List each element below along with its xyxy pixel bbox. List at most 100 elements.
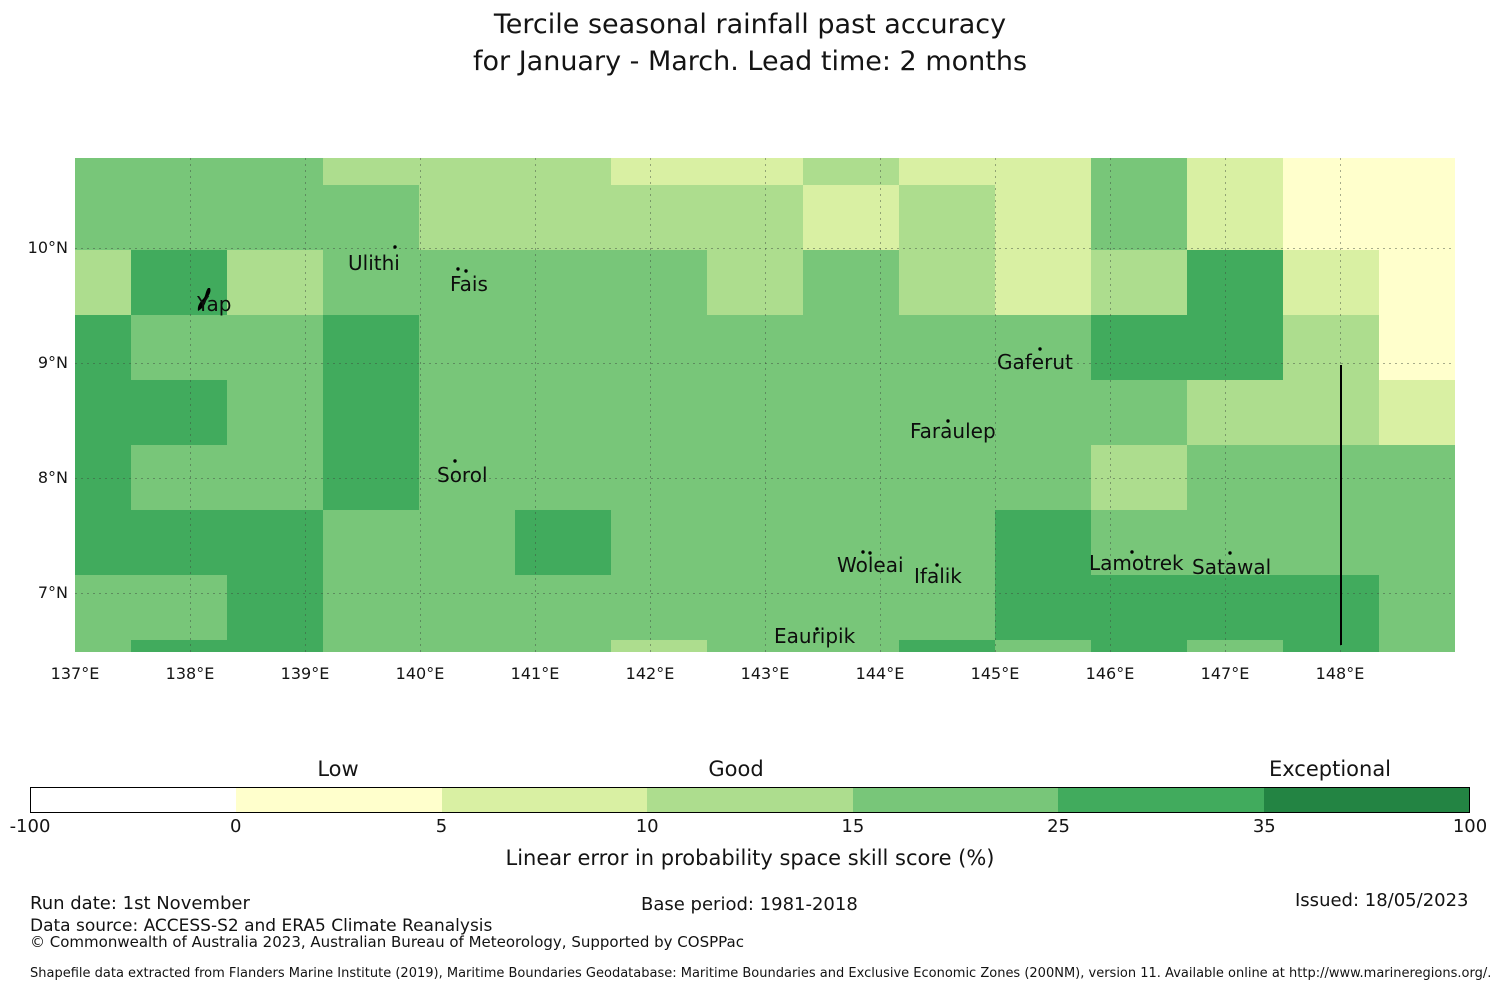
heatmap-cell xyxy=(419,445,515,510)
heatmap-cell xyxy=(1187,445,1283,510)
heatmap-cell xyxy=(803,510,899,575)
map-canvas: Yap Ulithi Fais Sorol Gaferut Faraulep Woleai I… xyxy=(75,158,1455,652)
x-tick-label: 139°E xyxy=(280,664,330,683)
heatmap-cell xyxy=(611,510,707,575)
heatmap-cell xyxy=(131,510,227,575)
heatmap-cell xyxy=(515,575,611,640)
heatmap-cell xyxy=(323,380,419,445)
heatmap-cell xyxy=(995,640,1091,652)
heatmap-cell xyxy=(1091,445,1187,510)
run-date-text: Run date: 1st November xyxy=(30,893,250,914)
heatmap-cell xyxy=(1379,158,1455,185)
heatmap-cell xyxy=(131,445,227,510)
heatmap-cell xyxy=(515,640,611,652)
base-period-text: Base period: 1981-2018 xyxy=(641,894,858,915)
heatmap-cell xyxy=(419,575,515,640)
heatmap-cell xyxy=(1091,315,1187,380)
heatmap-cell xyxy=(419,315,515,380)
vertical-gridline xyxy=(190,158,191,652)
gaferut-island-icon xyxy=(1038,347,1042,351)
heatmap-cell xyxy=(1187,380,1283,445)
heatmap-cell xyxy=(227,575,323,640)
x-tick-label: 143°E xyxy=(740,664,790,683)
colorbar-tick-label: 0 xyxy=(229,816,242,837)
place-label-gaferut: Gaferut xyxy=(997,350,1073,374)
heatmap-cell xyxy=(1187,158,1283,185)
heatmap-cell xyxy=(611,250,707,315)
heatmap-cell xyxy=(1187,575,1283,640)
colorbar-tick-label: 35 xyxy=(1252,816,1276,837)
y-tick-label: 10°N xyxy=(27,238,68,257)
x-tick-label: 146°E xyxy=(1085,664,1135,683)
heatmap-cell xyxy=(1283,250,1379,315)
heatmap-cell xyxy=(1091,158,1187,185)
vertical-gridline xyxy=(765,158,766,652)
heatmap-cell xyxy=(1187,315,1283,380)
heatmap-cell xyxy=(803,445,899,510)
colorbar-category-exceptional: Exceptional xyxy=(1268,757,1392,781)
sorol-island-icon xyxy=(453,459,457,463)
heatmap-cell xyxy=(75,315,131,380)
heatmap-cell xyxy=(323,158,419,185)
heatmap-cell xyxy=(1283,315,1379,380)
heatmap-cell xyxy=(995,250,1091,315)
y-tick-label: 7°N xyxy=(37,583,68,602)
x-tick-label: 138°E xyxy=(165,664,215,683)
satawal-island-icon xyxy=(1228,551,1232,555)
heatmap-cell xyxy=(611,185,707,250)
x-tick-label: 148°E xyxy=(1315,664,1365,683)
woleai-island-icon xyxy=(861,550,865,554)
x-tick-label: 140°E xyxy=(395,664,445,683)
heatmap-cell xyxy=(323,510,419,575)
heatmap-cell xyxy=(1379,185,1455,250)
x-tick-label: 144°E xyxy=(855,664,905,683)
heatmap-cell xyxy=(1187,640,1283,652)
figure-title-line1: Tercile seasonal rainfall past accuracy xyxy=(493,9,1007,40)
heatmap-cell xyxy=(899,510,995,575)
issued-text: Issued: 18/05/2023 xyxy=(1295,890,1469,911)
place-label-satawal: Satawal xyxy=(1192,555,1272,579)
place-label-ulithi: Ulithi xyxy=(348,251,400,275)
colorbar xyxy=(30,787,1470,813)
vertical-gridline xyxy=(1225,158,1226,652)
islands-layer xyxy=(197,245,1232,631)
vertical-gridline xyxy=(880,158,881,652)
heatmap-cell xyxy=(803,315,899,380)
vertical-gridline xyxy=(1110,158,1111,652)
heatmap-cell xyxy=(1091,185,1187,250)
heatmap-cell xyxy=(899,250,995,315)
heatmap-cell xyxy=(1283,380,1379,445)
heatmap-cell xyxy=(899,185,995,250)
heatmap-cell xyxy=(1283,158,1379,185)
heatmap-cell xyxy=(75,185,131,250)
lamotrek-island-icon xyxy=(1130,550,1134,554)
heatmap-cell xyxy=(1091,380,1187,445)
heatmap-cell xyxy=(131,250,227,315)
heatmap-cell xyxy=(1187,185,1283,250)
x-tick-label: 141°E xyxy=(510,664,560,683)
horizontal-gridline xyxy=(75,593,1455,594)
heatmap-cell xyxy=(803,640,899,652)
heatmap-cell xyxy=(419,250,515,315)
colorbar-tick-label: 15 xyxy=(841,816,865,837)
colorbar-category-good: Good xyxy=(708,757,764,781)
heatmap-cell xyxy=(1283,640,1379,652)
x-tick-label: 142°E xyxy=(625,664,675,683)
x-tick-label: 137°E xyxy=(50,664,100,683)
heatmap-cell xyxy=(75,575,131,640)
colorbar-segment xyxy=(647,788,853,812)
colorbar-tick-label: 5 xyxy=(435,816,448,837)
heatmap-cell xyxy=(323,185,419,250)
place-label-fais: Fais xyxy=(450,272,488,296)
heatmap-cell xyxy=(899,158,995,185)
heatmap-cell xyxy=(995,380,1091,445)
colorbar-segment xyxy=(441,788,648,812)
colorbar-segment xyxy=(852,788,1059,812)
heatmap-cell xyxy=(1283,445,1379,510)
heatmap-cell xyxy=(75,640,131,652)
heatmap-cell xyxy=(995,510,1091,575)
heatmap-cell xyxy=(899,380,995,445)
place-label-lamotrek: Lamotrek xyxy=(1089,551,1184,575)
woleai-island-2-icon xyxy=(868,551,872,555)
colorbar-segment xyxy=(1058,788,1264,812)
